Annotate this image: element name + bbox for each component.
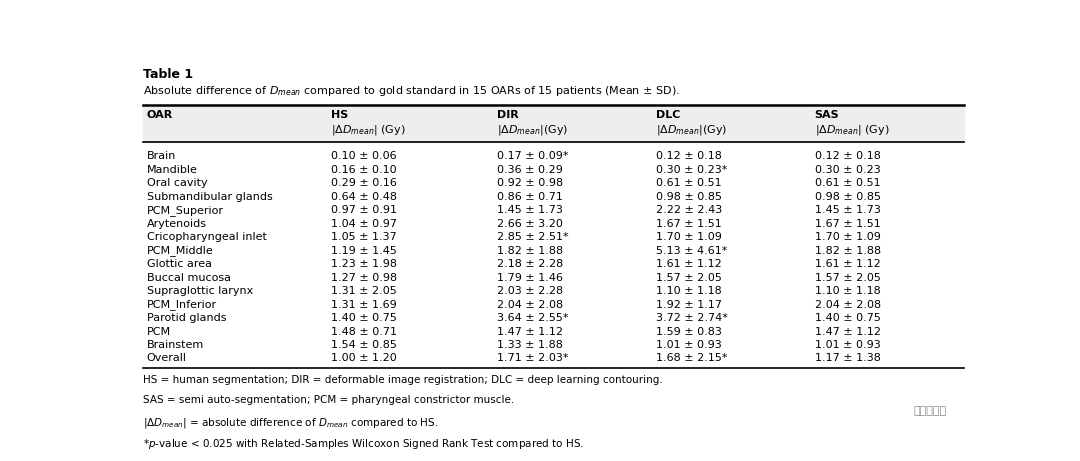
Text: OAR: OAR xyxy=(147,110,173,120)
Text: 1.48 ± 0.71: 1.48 ± 0.71 xyxy=(330,326,396,337)
Text: 0.61 ± 0.51: 0.61 ± 0.51 xyxy=(814,178,880,188)
Text: 0.12 ± 0.18: 0.12 ± 0.18 xyxy=(814,151,880,161)
Text: 1.68 ± 2.15*: 1.68 ± 2.15* xyxy=(656,354,727,363)
Text: 1.00 ± 1.20: 1.00 ± 1.20 xyxy=(330,354,396,363)
Text: Overall: Overall xyxy=(147,354,187,363)
Text: 0.36 ± 0.29: 0.36 ± 0.29 xyxy=(497,165,563,175)
Text: 1.01 ± 0.93: 1.01 ± 0.93 xyxy=(656,340,721,350)
Text: 1.05 ± 1.37: 1.05 ± 1.37 xyxy=(330,232,396,242)
Text: Submandibular glands: Submandibular glands xyxy=(147,192,272,201)
Text: 1.01 ± 0.93: 1.01 ± 0.93 xyxy=(814,340,880,350)
Text: 1.31 ± 2.05: 1.31 ± 2.05 xyxy=(330,286,396,296)
Text: 1.57 ± 2.05: 1.57 ± 2.05 xyxy=(656,272,721,283)
Text: SAS = semi auto-segmentation; PCM = pharyngeal constrictor muscle.: SAS = semi auto-segmentation; PCM = phar… xyxy=(144,396,515,405)
Text: PCM_Middle: PCM_Middle xyxy=(147,246,214,256)
Text: 0.86 ± 0.71: 0.86 ± 0.71 xyxy=(497,192,563,201)
Text: 物理师家园: 物理师家园 xyxy=(914,406,947,416)
Text: 1.45 ± 1.73: 1.45 ± 1.73 xyxy=(814,205,880,215)
Text: 0.98 ± 0.85: 0.98 ± 0.85 xyxy=(656,192,721,201)
Text: 1.57 ± 2.05: 1.57 ± 2.05 xyxy=(814,272,880,283)
Text: 1.10 ± 1.18: 1.10 ± 1.18 xyxy=(814,286,880,296)
Text: 0.29 ± 0.16: 0.29 ± 0.16 xyxy=(330,178,396,188)
Text: Oral cavity: Oral cavity xyxy=(147,178,207,188)
Text: 2.03 ± 2.28: 2.03 ± 2.28 xyxy=(497,286,563,296)
Text: 5.13 ± 4.61*: 5.13 ± 4.61* xyxy=(656,246,727,255)
Text: 0.97 ± 0.91: 0.97 ± 0.91 xyxy=(330,205,396,215)
Text: 1.67 ± 1.51: 1.67 ± 1.51 xyxy=(656,219,721,229)
Text: 1.40 ± 0.75: 1.40 ± 0.75 xyxy=(330,313,396,323)
Text: 0.17 ± 0.09*: 0.17 ± 0.09* xyxy=(497,151,568,161)
Text: 0.30 ± 0.23*: 0.30 ± 0.23* xyxy=(656,165,727,175)
Text: 2.18 ± 2.28: 2.18 ± 2.28 xyxy=(497,259,563,269)
Text: 1.27 ± 0.98: 1.27 ± 0.98 xyxy=(330,272,397,283)
Text: Supraglottic larynx: Supraglottic larynx xyxy=(147,286,253,296)
Text: 1.70 ± 1.09: 1.70 ± 1.09 xyxy=(814,232,880,242)
Text: Arytenoids: Arytenoids xyxy=(147,219,206,229)
Text: 1.67 ± 1.51: 1.67 ± 1.51 xyxy=(814,219,880,229)
Text: *$p$-value < 0.025 with Related-Samples Wilcoxon Signed Rank Test compared to HS: *$p$-value < 0.025 with Related-Samples … xyxy=(144,437,584,450)
Text: 1.54 ± 0.85: 1.54 ± 0.85 xyxy=(330,340,396,350)
Text: DIR: DIR xyxy=(497,110,518,120)
Text: HS: HS xyxy=(330,110,348,120)
Text: Absolute difference of $D_{mean}$ compared to gold standard in 15 OARs of 15 pat: Absolute difference of $D_{mean}$ compar… xyxy=(144,84,680,99)
Text: 2.22 ± 2.43: 2.22 ± 2.43 xyxy=(656,205,721,215)
Text: $|\Delta D_{mean}|$(Gy): $|\Delta D_{mean}|$(Gy) xyxy=(497,124,568,137)
Text: 0.30 ± 0.23: 0.30 ± 0.23 xyxy=(814,165,880,175)
Text: 2.66 ± 3.20: 2.66 ± 3.20 xyxy=(497,219,563,229)
Text: Buccal mucosa: Buccal mucosa xyxy=(147,272,231,283)
Text: PCM: PCM xyxy=(147,326,171,337)
Text: 0.12 ± 0.18: 0.12 ± 0.18 xyxy=(656,151,721,161)
Text: $|\Delta D_{mean}|$(Gy): $|\Delta D_{mean}|$(Gy) xyxy=(656,124,727,137)
Text: 2.85 ± 2.51*: 2.85 ± 2.51* xyxy=(497,232,568,242)
Text: 1.71 ± 2.03*: 1.71 ± 2.03* xyxy=(497,354,568,363)
Text: 0.92 ± 0.98: 0.92 ± 0.98 xyxy=(497,178,563,188)
Text: 1.61 ± 1.12: 1.61 ± 1.12 xyxy=(814,259,880,269)
Text: 1.19 ± 1.45: 1.19 ± 1.45 xyxy=(330,246,396,255)
Text: 1.82 ± 1.88: 1.82 ± 1.88 xyxy=(814,246,881,255)
Text: SAS: SAS xyxy=(814,110,839,120)
Text: $|\Delta D_{mean}|$ = absolute difference of $D_{mean}$ compared to HS.: $|\Delta D_{mean}|$ = absolute differenc… xyxy=(144,416,438,430)
Text: PCM_Superior: PCM_Superior xyxy=(147,205,224,216)
Text: 2.04 ± 2.08: 2.04 ± 2.08 xyxy=(814,300,881,309)
Text: 1.40 ± 0.75: 1.40 ± 0.75 xyxy=(814,313,880,323)
Text: 0.10 ± 0.06: 0.10 ± 0.06 xyxy=(330,151,396,161)
Text: 1.23 ± 1.98: 1.23 ± 1.98 xyxy=(330,259,396,269)
Text: DLC: DLC xyxy=(656,110,680,120)
Text: 1.10 ± 1.18: 1.10 ± 1.18 xyxy=(656,286,721,296)
Text: 1.47 ± 1.12: 1.47 ± 1.12 xyxy=(814,326,880,337)
Text: Cricopharyngeal inlet: Cricopharyngeal inlet xyxy=(147,232,267,242)
Text: 1.92 ± 1.17: 1.92 ± 1.17 xyxy=(656,300,721,309)
Text: 1.70 ± 1.09: 1.70 ± 1.09 xyxy=(656,232,721,242)
Text: 1.47 ± 1.12: 1.47 ± 1.12 xyxy=(497,326,563,337)
Text: Mandible: Mandible xyxy=(147,165,198,175)
Text: 1.61 ± 1.12: 1.61 ± 1.12 xyxy=(656,259,721,269)
Text: 1.31 ± 1.69: 1.31 ± 1.69 xyxy=(330,300,396,309)
Text: HS = human segmentation; DIR = deformable image registration; DLC = deep learnin: HS = human segmentation; DIR = deformabl… xyxy=(144,375,663,385)
Text: Table 1: Table 1 xyxy=(144,68,193,81)
Text: 0.98 ± 0.85: 0.98 ± 0.85 xyxy=(814,192,880,201)
Text: 0.16 ± 0.10: 0.16 ± 0.10 xyxy=(330,165,396,175)
Text: Glottic area: Glottic area xyxy=(147,259,212,269)
Text: 1.79 ± 1.46: 1.79 ± 1.46 xyxy=(497,272,563,283)
Text: Parotid glands: Parotid glands xyxy=(147,313,226,323)
Text: 2.04 ± 2.08: 2.04 ± 2.08 xyxy=(497,300,563,309)
Text: 3.64 ± 2.55*: 3.64 ± 2.55* xyxy=(497,313,568,323)
Text: 1.33 ± 1.88: 1.33 ± 1.88 xyxy=(497,340,563,350)
Text: 0.61 ± 0.51: 0.61 ± 0.51 xyxy=(656,178,721,188)
Text: 3.72 ± 2.74*: 3.72 ± 2.74* xyxy=(656,313,728,323)
Text: $|\Delta D_{mean}|$ (Gy): $|\Delta D_{mean}|$ (Gy) xyxy=(814,124,889,137)
Text: 1.59 ± 0.83: 1.59 ± 0.83 xyxy=(656,326,721,337)
Bar xyxy=(144,105,963,142)
Text: 1.17 ± 1.38: 1.17 ± 1.38 xyxy=(814,354,880,363)
Text: Brain: Brain xyxy=(147,151,176,161)
Text: 1.04 ± 0.97: 1.04 ± 0.97 xyxy=(330,219,396,229)
Text: 1.82 ± 1.88: 1.82 ± 1.88 xyxy=(497,246,563,255)
Text: 1.45 ± 1.73: 1.45 ± 1.73 xyxy=(497,205,563,215)
Text: Brainstem: Brainstem xyxy=(147,340,204,350)
Text: PCM_Inferior: PCM_Inferior xyxy=(147,300,217,310)
Text: 0.64 ± 0.48: 0.64 ± 0.48 xyxy=(330,192,396,201)
Text: $|\Delta D_{mean}|$ (Gy): $|\Delta D_{mean}|$ (Gy) xyxy=(330,124,405,137)
